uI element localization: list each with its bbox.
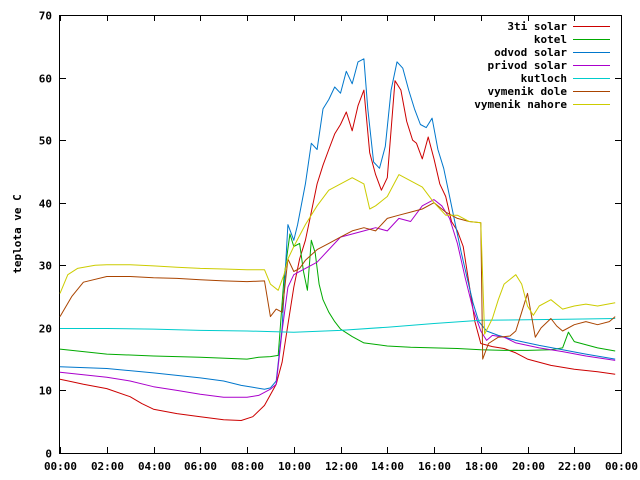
y-tick-label: 30 [39, 260, 52, 273]
x-tick-label: 14:00 [371, 460, 404, 473]
y-tick-label: 0 [45, 448, 52, 461]
y-tick-label: 10 [39, 385, 52, 398]
legend-label-odvod-solar: odvod solar [494, 46, 567, 59]
x-tick-label: 06:00 [184, 460, 217, 473]
x-tick-label: 16:00 [418, 460, 451, 473]
series-line-privod-solar [59, 199, 616, 398]
legend-label-vymenik-dole: vymenik dole [488, 85, 568, 98]
legend-label-kotel: kotel [534, 33, 567, 46]
y-tick-label: 20 [39, 323, 52, 336]
series-lines [59, 58, 616, 421]
series-line-kutloch [60, 318, 616, 333]
x-tick-label: 10:00 [278, 460, 311, 473]
legend-label-vymenik-nahore: vymenik nahore [474, 98, 567, 111]
x-tick-label: 00:00 [44, 460, 77, 473]
axis-ticks: 0 10 20 30 40 50 60 70 00:00 02:00 04:00 06:00 08:00… [39, 10, 638, 474]
x-tick-label: 12:00 [325, 460, 358, 473]
series-line-vymenik-dole [59, 202, 616, 360]
x-tick-label: 20:00 [512, 460, 545, 473]
y-tick-label: 60 [39, 73, 52, 86]
series-line-odvod-solar [59, 58, 616, 390]
y-tick-label: 40 [39, 198, 52, 211]
y-tick-label: 70 [39, 10, 52, 23]
y-axis-label: teplota ve C [11, 194, 24, 273]
legend-label-privod-solar: privod solar [488, 59, 568, 72]
series-line-3ti-solar [59, 80, 616, 421]
series-line-vymenik-nahore [59, 174, 616, 335]
y-tick-label: 50 [39, 135, 52, 148]
x-tick-label: 18:00 [465, 460, 498, 473]
legend-label-kutloch: kutloch [521, 72, 567, 85]
series-line-kotel [59, 233, 616, 360]
x-tick-label: 04:00 [138, 460, 171, 473]
legend-label-3ti-solar: 3ti solar [507, 20, 567, 33]
x-tick-label: 08:00 [231, 460, 264, 473]
x-tick-label: 02:00 [91, 460, 124, 473]
x-tick-label: 00:00 [605, 460, 638, 473]
plot-frame [59, 15, 622, 454]
x-tick-label: 22:00 [558, 460, 591, 473]
